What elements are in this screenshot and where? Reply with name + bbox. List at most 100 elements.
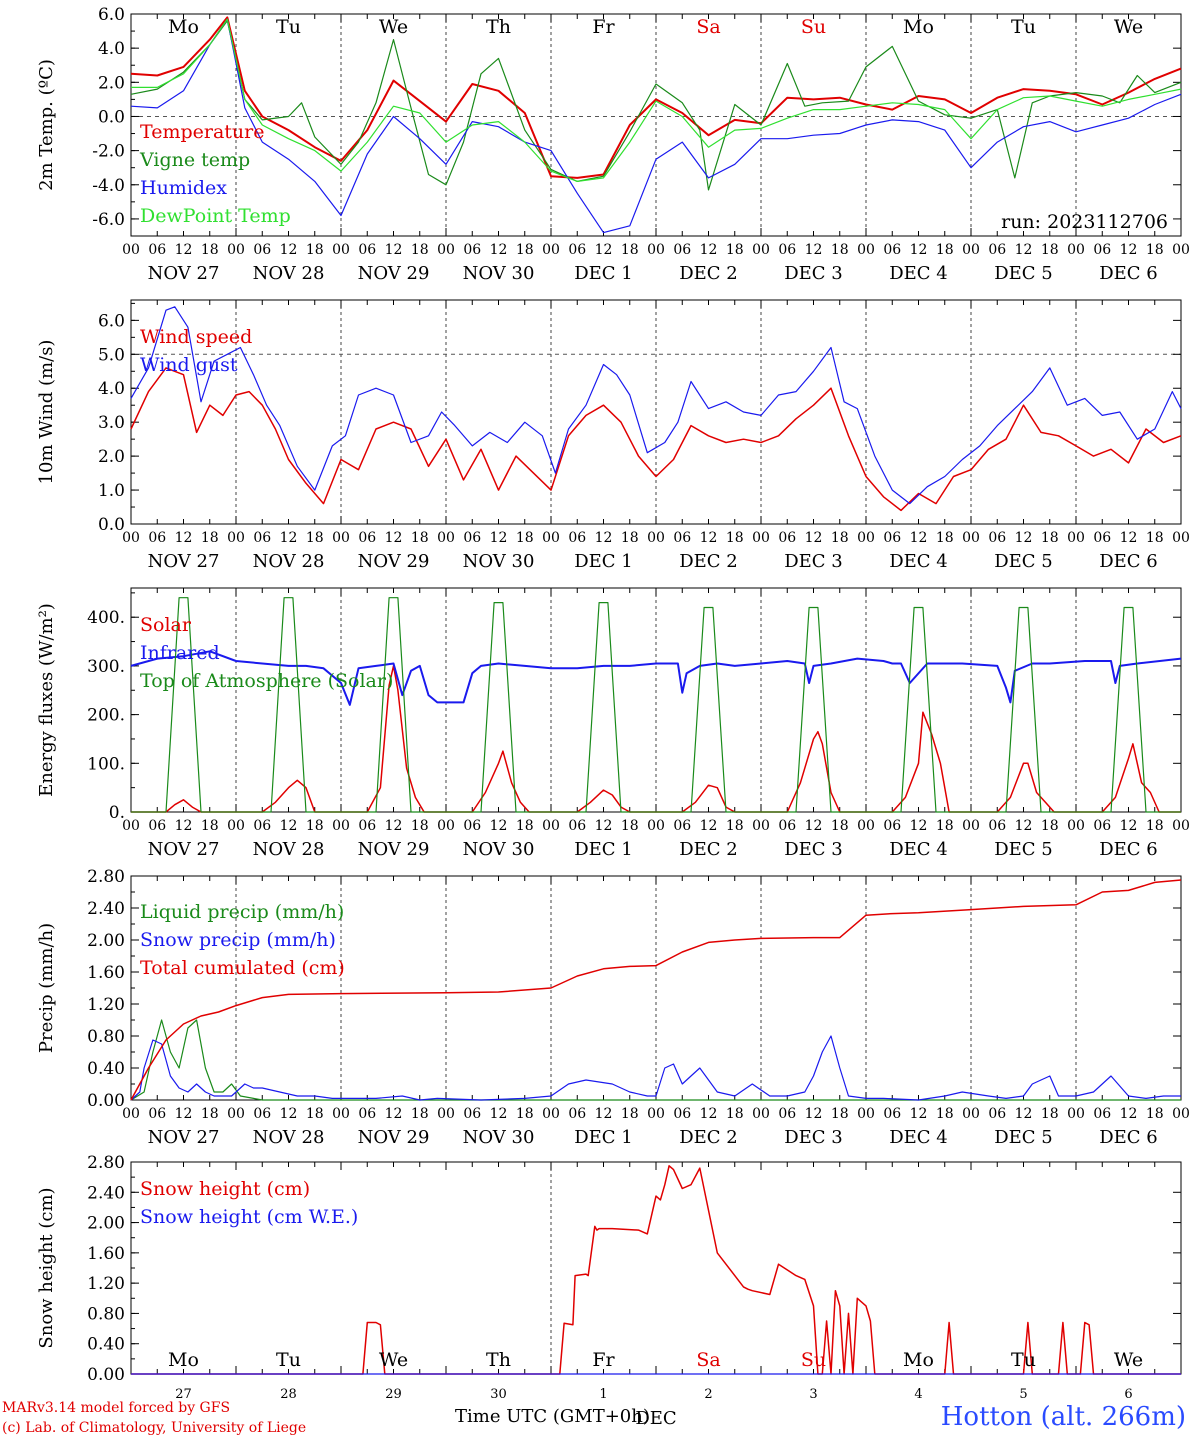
y-tick-label: 0.0: [98, 107, 125, 127]
x-day-number: 30: [490, 1387, 507, 1402]
x-hour-label: 06: [778, 818, 796, 834]
x-hour-label: 06: [148, 818, 166, 834]
series-line: [130, 16, 1182, 179]
x-hour-label: 18: [936, 530, 954, 546]
x-hour-label: 12: [1120, 242, 1138, 258]
day-name-label: Th: [486, 1349, 511, 1371]
x-hour-label: 18: [516, 242, 534, 258]
y-tick-label: -4.0: [92, 176, 125, 196]
x-hour-label: 06: [253, 530, 271, 546]
x-hour-label: 06: [883, 1106, 901, 1122]
x-hour-label: 00: [1067, 818, 1085, 834]
series-line: [130, 18, 1182, 234]
x-hour-label: 06: [463, 242, 481, 258]
day-name-label: Sa: [696, 1349, 720, 1371]
x-hour-label: 18: [831, 242, 849, 258]
series-line: [130, 20, 1182, 191]
x-hour-label: 12: [385, 530, 403, 546]
x-hour-label: 00: [1067, 530, 1085, 546]
y-tick-label: 1.60: [87, 963, 125, 983]
y-tick-label: 2.00: [87, 931, 125, 951]
day-name-label: We: [379, 1349, 408, 1371]
day-name-label: Mo: [903, 1349, 934, 1371]
x-day-number: 4: [914, 1387, 922, 1402]
x-date-label: DEC 5: [994, 263, 1053, 284]
x-hour-label: 00: [1172, 1106, 1190, 1122]
x-date-label: NOV 29: [358, 839, 430, 860]
legend-entry: Wind gust: [140, 354, 238, 376]
x-hour-label: 18: [201, 530, 219, 546]
x-date-label: NOV 29: [358, 551, 430, 572]
x-date-label: NOV 30: [463, 551, 535, 572]
day-name-label: We: [1114, 1349, 1143, 1371]
x-date-label: DEC 1: [574, 839, 633, 860]
x-hour-label: 00: [1172, 530, 1190, 546]
lab-credit: (c) Lab. of Climatology, University of L…: [2, 1420, 307, 1436]
x-hour-label: 18: [621, 1106, 639, 1122]
x-hour-label: 18: [1146, 818, 1164, 834]
x-hour-label: 06: [463, 818, 481, 834]
x-hour-label: 00: [332, 818, 350, 834]
x-day-number: 28: [280, 1387, 297, 1402]
x-hour-label: 18: [726, 818, 744, 834]
x-hour-label: 18: [1146, 1106, 1164, 1122]
x-hour-label: 12: [280, 1106, 298, 1122]
x-hour-label: 06: [1093, 1106, 1111, 1122]
x-hour-label: 06: [148, 242, 166, 258]
x-hour-label: 06: [1093, 530, 1111, 546]
day-name-label: Mo: [903, 16, 934, 38]
day-name-label: Su: [801, 16, 826, 38]
day-name-label: Th: [486, 16, 511, 38]
x-hour-label: 06: [778, 1106, 796, 1122]
x-hour-label: 00: [752, 530, 770, 546]
x-hour-label: 00: [542, 530, 560, 546]
y-tick-label: 1.20: [87, 995, 125, 1015]
x-date-label: NOV 28: [253, 551, 325, 572]
x-hour-label: 06: [568, 1106, 586, 1122]
x-hour-label: 00: [437, 1106, 455, 1122]
legend-entry: Liquid precip (mm/h): [140, 901, 344, 923]
x-hour-label: 12: [490, 242, 508, 258]
x-hour-label: 12: [910, 242, 928, 258]
y-tick-label: -6.0: [92, 210, 125, 230]
x-hour-label: 06: [148, 1106, 166, 1122]
y-tick-label: 0.00: [87, 1091, 125, 1111]
x-hour-label: 12: [805, 242, 823, 258]
x-hour-label: 18: [1041, 530, 1059, 546]
x-hour-label: 18: [516, 818, 534, 834]
time-axis-label: Time UTC (GMT+0h): [455, 1406, 650, 1427]
x-date-label: DEC 6: [1099, 839, 1158, 860]
y-axis-label: Precip (mm/h): [36, 923, 57, 1053]
x-hour-label: 18: [1041, 1106, 1059, 1122]
x-hour-label: 06: [253, 242, 271, 258]
x-hour-label: 00: [752, 1106, 770, 1122]
y-tick-label: 0.40: [87, 1059, 125, 1079]
x-date-label: DEC 4: [889, 263, 948, 284]
x-date-label: NOV 30: [463, 263, 535, 284]
x-hour-label: 12: [385, 242, 403, 258]
x-hour-label: 00: [962, 530, 980, 546]
x-hour-label: 18: [831, 530, 849, 546]
day-name-label: Fr: [592, 16, 615, 38]
legend-entry: Wind speed: [140, 326, 252, 348]
legend-entry: Snow precip (mm/h): [140, 929, 336, 951]
y-tick-label: 0.40: [87, 1335, 125, 1355]
x-hour-label: 12: [1015, 818, 1033, 834]
y-tick-label: 100.: [87, 754, 125, 774]
x-day-number: 27: [175, 1387, 192, 1402]
x-hour-label: 12: [490, 818, 508, 834]
x-day-number: 29: [385, 1387, 402, 1402]
y-tick-label: 2.40: [87, 1183, 125, 1203]
y-tick-label: 0.: [109, 803, 125, 823]
series-line: [130, 650, 1182, 706]
x-hour-label: 18: [201, 242, 219, 258]
x-hour-label: 00: [1067, 1106, 1085, 1122]
x-date-label: DEC 4: [889, 839, 948, 860]
x-date-label: DEC 3: [784, 839, 843, 860]
x-hour-label: 12: [700, 1106, 718, 1122]
x-hour-label: 18: [411, 530, 429, 546]
x-date-label: DEC 2: [679, 1127, 738, 1148]
x-date-label: DEC 4: [889, 1127, 948, 1148]
x-hour-label: 12: [910, 818, 928, 834]
x-hour-label: 00: [647, 530, 665, 546]
